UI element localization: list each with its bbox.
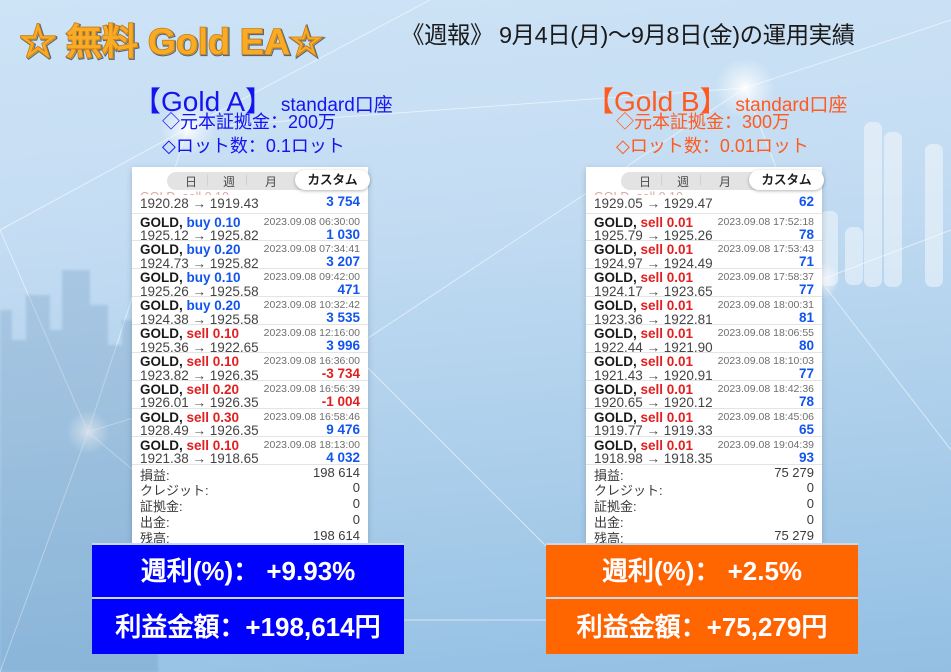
svg-text:☆ 無料 Gold EA☆: ☆ 無料 Gold EA☆ (20, 21, 322, 62)
